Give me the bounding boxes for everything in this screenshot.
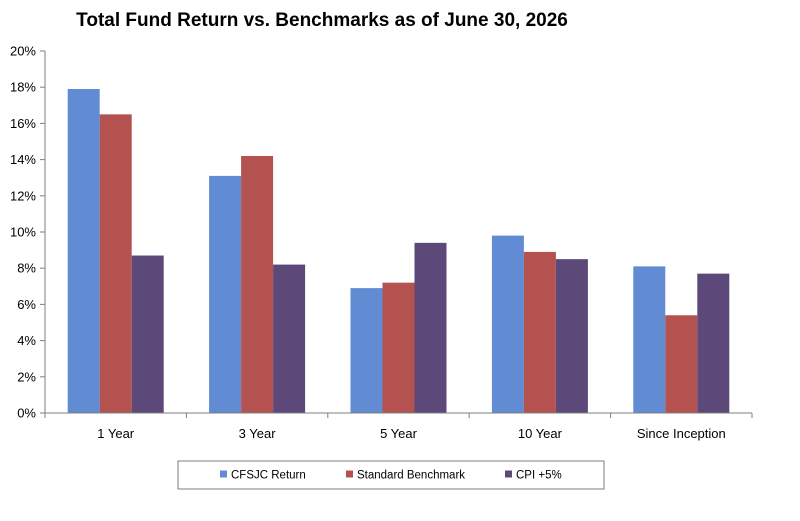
y-tick-label: 4% [17, 333, 36, 348]
bar [665, 315, 698, 413]
bars [67, 89, 730, 414]
bar [131, 255, 164, 413]
chart-title: Total Fund Return vs. Benchmarks as of J… [76, 10, 568, 31]
y-tick-label: 0% [17, 406, 36, 421]
bar [555, 259, 588, 413]
x-tick-label: 5 Year [380, 426, 418, 441]
legend-box [177, 460, 605, 490]
legend-swatch [505, 470, 512, 478]
x-tick-label: 1 Year [97, 426, 135, 441]
bar [523, 251, 556, 413]
y-tick-label: 10% [10, 225, 36, 240]
y-tick-label: 14% [10, 152, 36, 167]
legend-label: Standard Benchmark [357, 470, 465, 482]
y-tick-label: 6% [17, 297, 36, 312]
bar [209, 175, 242, 413]
bar [491, 235, 524, 413]
bar [273, 264, 306, 413]
legend-label: CFSJC Return [231, 470, 306, 482]
bar [350, 288, 383, 413]
y-tick-label: 20% [10, 44, 36, 59]
y-tick-label: 18% [10, 80, 36, 95]
bar [414, 242, 447, 413]
y-axis: 0% 2% 4% 6% 8% 10% 12% 14% 16% 18% 20% [10, 44, 46, 421]
y-tick-label: 16% [10, 116, 36, 131]
bar [697, 273, 730, 413]
x-tick-label: 10 Year [518, 426, 563, 441]
x-axis: 1 Year 3 Year 5 Year 10 Year Since Inception [44, 412, 753, 441]
legend-swatch [220, 470, 227, 478]
legend: CFSJC Return Standard Benchmark CPI +5% [177, 460, 605, 490]
bar [99, 114, 132, 413]
y-tick-label: 2% [17, 369, 36, 384]
y-tick-label: 8% [17, 261, 36, 276]
legend-label: CPI +5% [516, 470, 562, 482]
bar [67, 89, 100, 413]
bar [241, 155, 274, 414]
legend-swatch [346, 470, 353, 478]
bar [382, 282, 415, 413]
x-tick-label: 3 Year [239, 426, 277, 441]
x-tick-label: Since Inception [637, 426, 726, 441]
bar [633, 266, 666, 413]
y-tick-label: 12% [10, 188, 36, 203]
